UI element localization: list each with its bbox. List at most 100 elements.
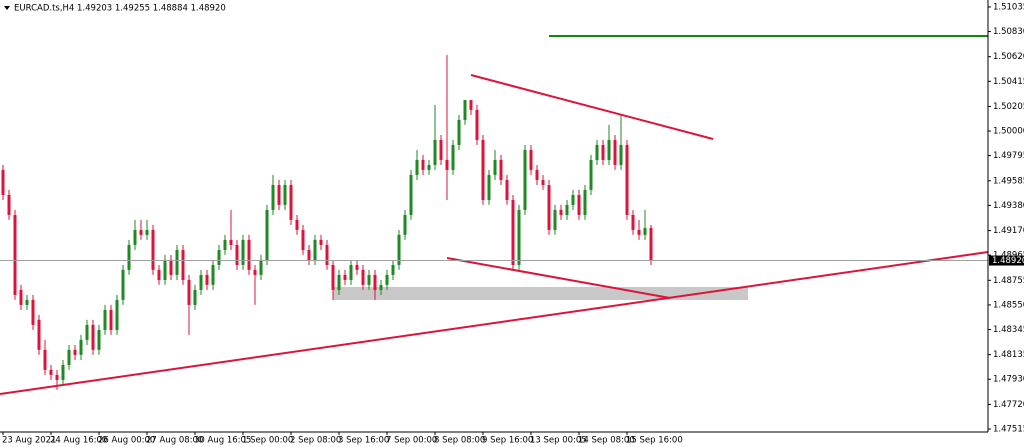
current-price-tag	[989, 255, 1024, 266]
candle-body	[151, 229, 155, 270]
candle-body	[49, 369, 53, 375]
candle-body	[43, 349, 47, 370]
candle-body	[133, 229, 137, 245]
candle-body	[439, 139, 443, 160]
candle-body	[343, 274, 347, 280]
y-tick-label: 1.49380	[993, 201, 1024, 211]
candle-body	[589, 159, 593, 190]
candle-body	[553, 209, 557, 230]
candle-body	[619, 144, 623, 165]
candle-body	[169, 259, 173, 275]
trend-line	[446, 257, 671, 299]
x-tick-label: 1 Sep 00:00	[242, 436, 293, 446]
candle-body	[91, 324, 95, 350]
support-zone	[333, 287, 748, 300]
candle-body	[295, 219, 299, 230]
x-tick-label: 7 Sep 00:00	[386, 436, 437, 446]
candle-body	[607, 139, 611, 160]
candle-body	[247, 239, 251, 270]
candle-body	[271, 185, 275, 210]
candle-body	[469, 99, 473, 110]
candle-body	[79, 339, 83, 355]
candle-body	[145, 229, 149, 235]
candle-body	[433, 139, 437, 165]
candle-body	[181, 249, 185, 280]
x-tick-label: 13 Sep 00:05	[530, 436, 587, 446]
candle-body	[445, 159, 449, 170]
candle-body	[199, 274, 203, 290]
candle-body	[85, 324, 89, 340]
candle-body	[583, 189, 587, 215]
x-tick-label: 23 Aug 2021	[2, 436, 56, 446]
candle-body	[397, 234, 401, 265]
x-tick-label: 30 Aug 16:05	[194, 436, 251, 446]
x-tick-label: 8 Sep 08:00	[434, 436, 485, 446]
y-tick-label: 1.47930	[993, 375, 1024, 385]
candle-body	[283, 185, 287, 205]
y-tick-label: 1.48755	[993, 276, 1024, 286]
y-tick-label: 1.48550	[993, 300, 1024, 310]
candle-body	[103, 309, 107, 330]
candle-body	[349, 264, 353, 280]
candle-body	[625, 144, 629, 215]
candle-body	[505, 179, 509, 200]
candle-body	[487, 174, 491, 200]
candle-body	[301, 229, 305, 250]
candle-body	[379, 284, 383, 290]
candle-body	[205, 274, 209, 285]
candle-body	[229, 239, 233, 245]
y-tick-label: 1.49585	[993, 176, 1024, 186]
candle-body	[493, 159, 497, 175]
candle-body	[559, 209, 563, 215]
candle-body	[313, 239, 317, 260]
candle-body	[451, 144, 455, 170]
candle-body	[529, 149, 533, 170]
candle-body	[481, 139, 485, 200]
y-tick-label: 1.49170	[993, 226, 1024, 236]
candle-body	[7, 194, 11, 215]
candle-body	[109, 309, 113, 330]
candle-body	[19, 289, 23, 305]
candle-body	[463, 99, 467, 120]
y-tick-label: 1.51035	[993, 2, 1024, 12]
candle-body	[265, 209, 269, 260]
candle-body	[385, 274, 389, 285]
candle-body	[13, 214, 17, 295]
candle-body	[367, 274, 371, 285]
candle-body	[643, 227, 647, 235]
candle-body	[223, 239, 227, 250]
candle-body	[361, 269, 365, 285]
candle-body	[613, 139, 617, 165]
y-tick-label: 1.47720	[993, 400, 1024, 410]
candle-body	[601, 144, 605, 160]
candle-body	[457, 119, 461, 145]
menu-arrow[interactable]	[4, 6, 10, 10]
candle-body	[193, 289, 197, 305]
y-tick-label: 1.48345	[993, 325, 1024, 335]
x-tick-label: 2 Sep 08:00	[290, 436, 341, 446]
y-tick-label: 1.50000	[993, 127, 1024, 137]
x-tick-label: 9 Sep 16:00	[482, 436, 533, 446]
candle-body	[175, 249, 179, 275]
candle-body	[391, 264, 395, 275]
candle-body	[547, 185, 551, 230]
candle-body	[121, 269, 125, 300]
x-tick-label: 15 Sep 16:00	[626, 436, 683, 446]
x-tick-label: 14 Sep 08:00	[578, 436, 635, 446]
candle-body	[187, 279, 191, 305]
candle-body	[31, 299, 35, 325]
candle-body	[499, 159, 503, 180]
candle-body	[157, 269, 161, 280]
candle-body	[211, 264, 215, 285]
candle-body	[1, 169, 5, 195]
candle-body	[139, 229, 143, 235]
x-tick-label: 27 Aug 08:00	[146, 436, 203, 446]
candle-body	[127, 244, 131, 270]
candle-body	[253, 269, 257, 275]
candle-body	[325, 244, 329, 265]
candle-body	[97, 329, 101, 350]
y-tick-label: 1.50830	[993, 27, 1024, 37]
x-tick-label: 24 Aug 16:00	[50, 436, 107, 446]
